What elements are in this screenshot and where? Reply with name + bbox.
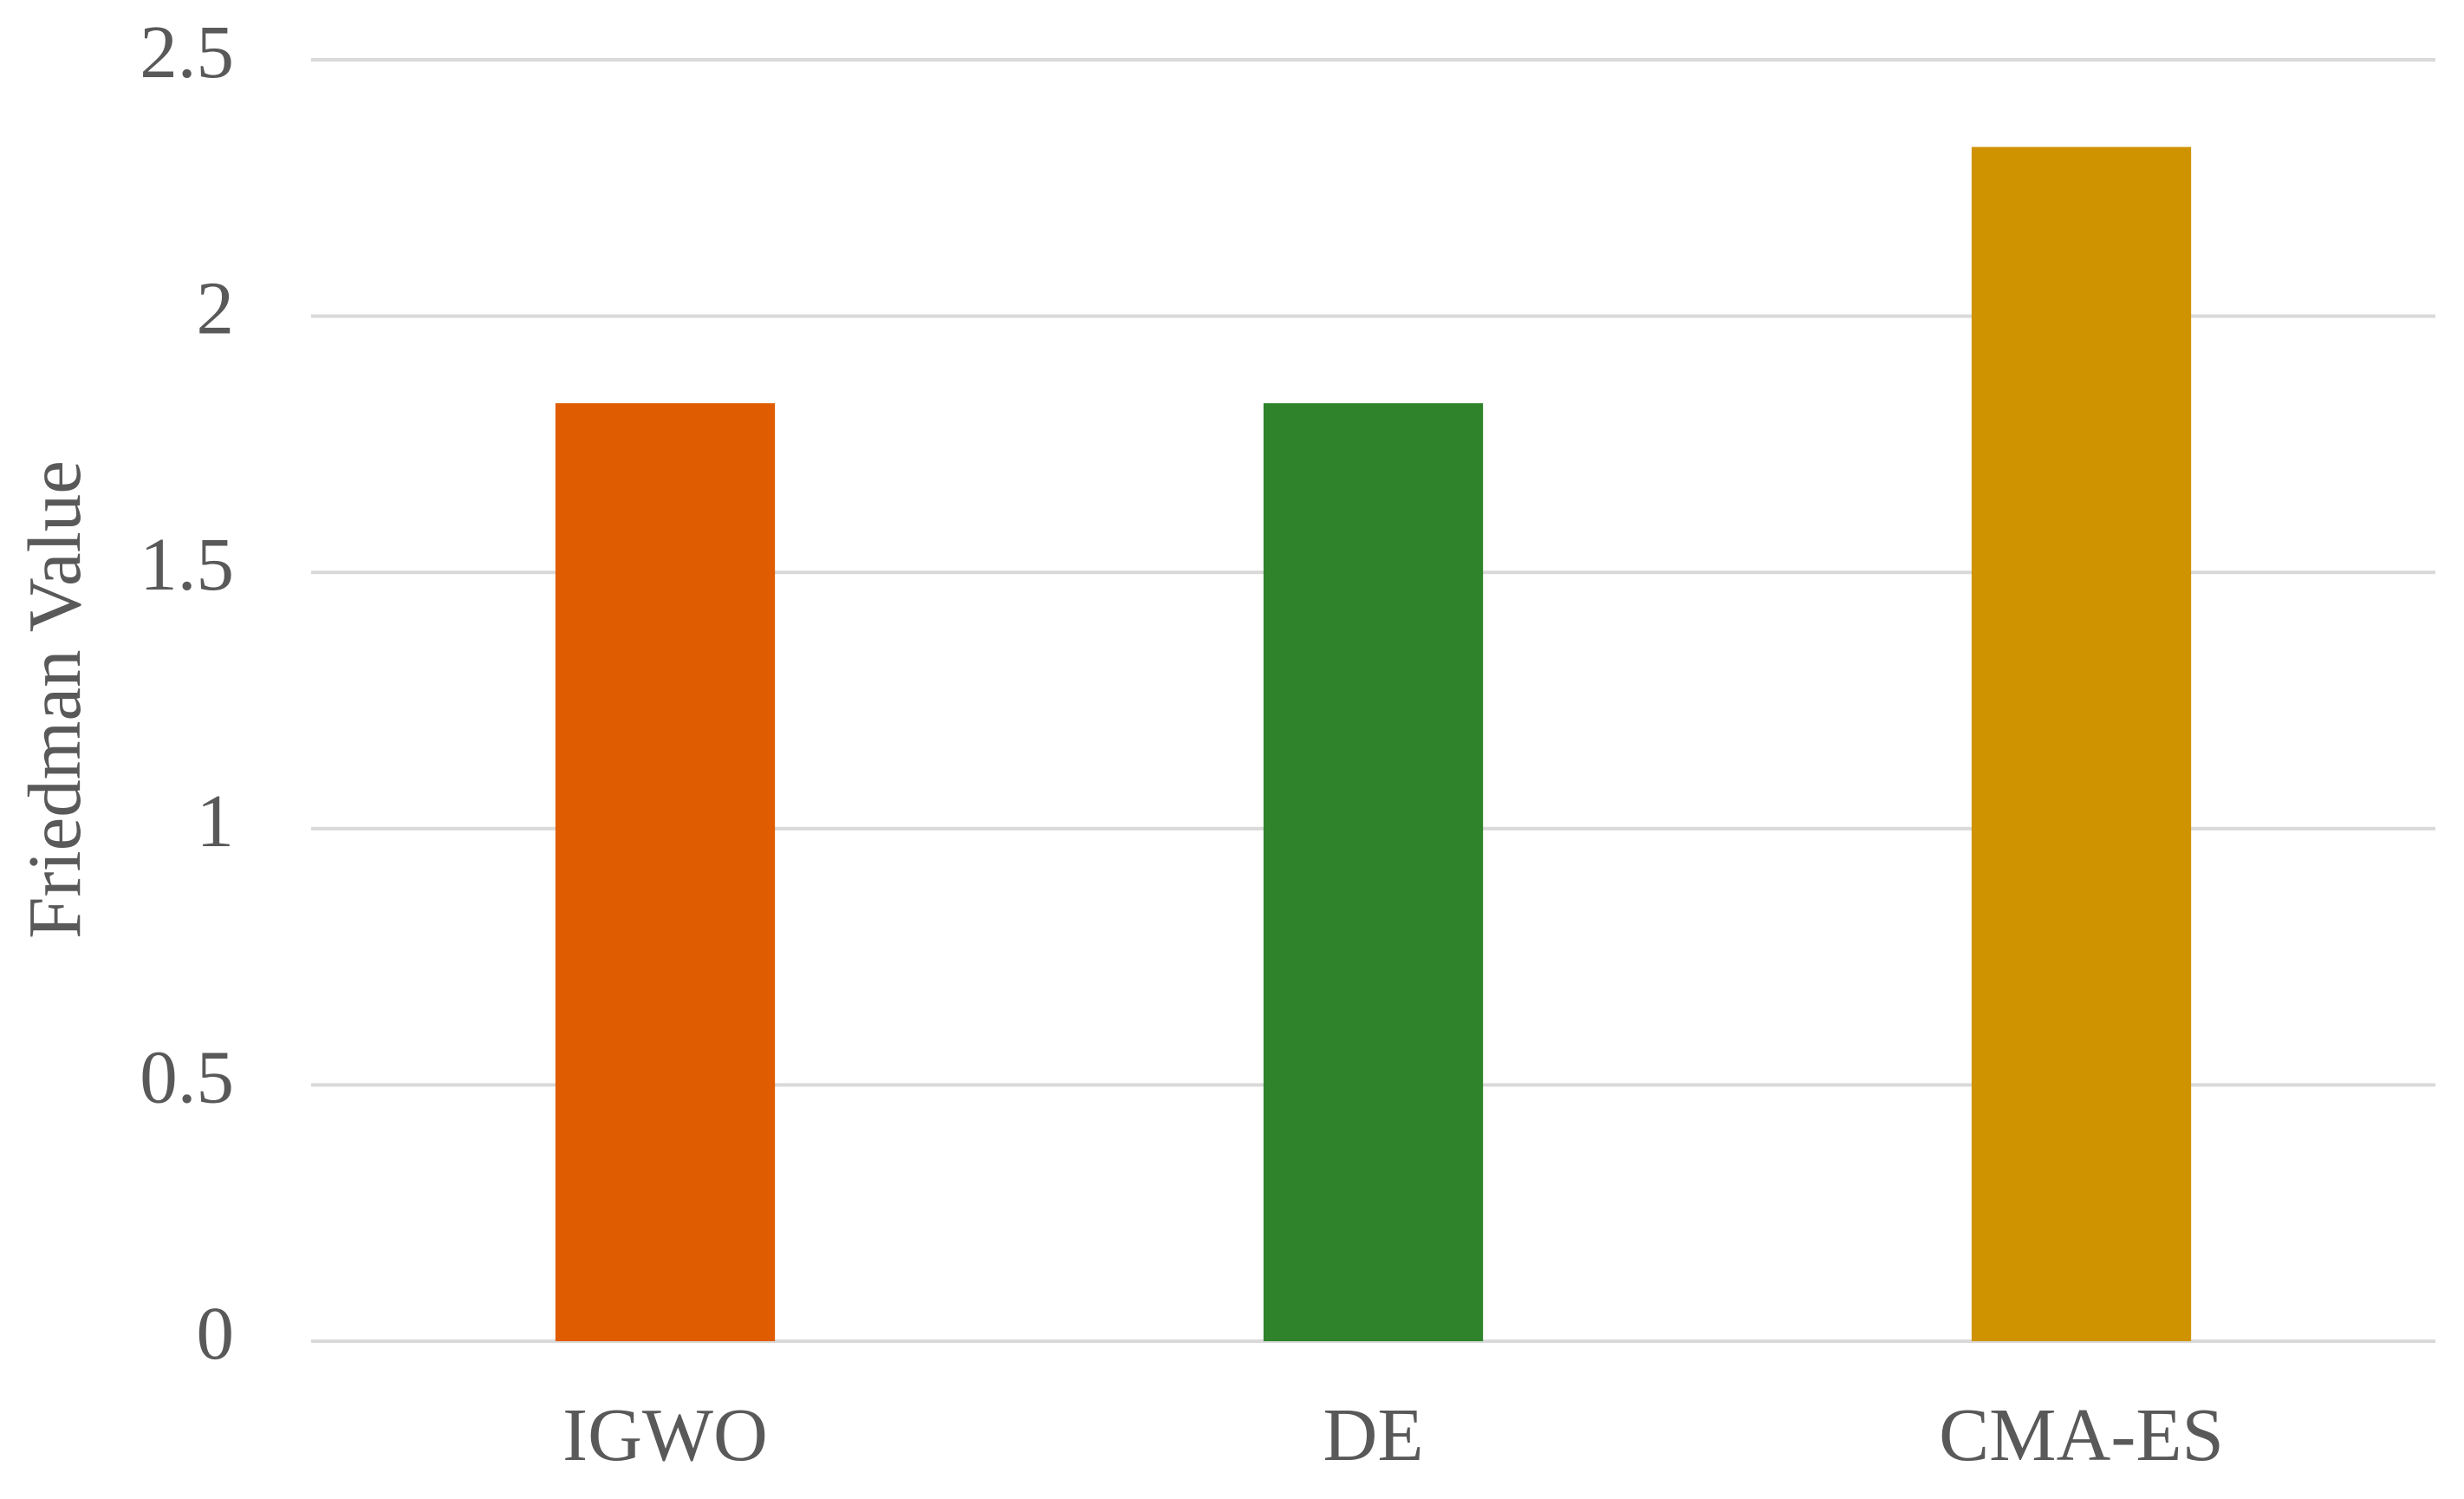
y-tick-label: 0.5 [140, 1034, 234, 1118]
y-tick-label: 1.5 [140, 522, 234, 606]
y-axis-label: Friedman Value [12, 460, 96, 939]
y-tick-label: 0 [197, 1291, 235, 1375]
y-tick-label: 1 [197, 779, 235, 863]
x-tick-label: IGWO [562, 1392, 768, 1476]
y-tick-label: 2 [197, 266, 235, 350]
bar [1263, 403, 1484, 1341]
bar [1971, 147, 2192, 1341]
x-tick-label: CMA-ES [1939, 1392, 2224, 1476]
y-tick-label: 2.5 [140, 10, 234, 94]
x-tick-label: DE [1323, 1392, 1424, 1476]
bar [555, 403, 776, 1341]
